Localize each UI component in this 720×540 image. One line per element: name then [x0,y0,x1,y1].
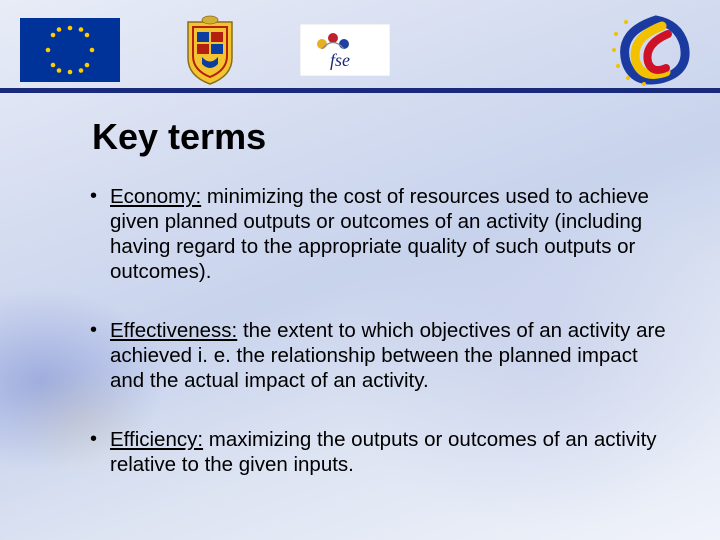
romania-coat-of-arms-logo [180,14,240,86]
bullet-marker: • [88,427,110,477]
fse-logo: fse [300,24,390,76]
header-divider [0,88,720,93]
bullet-marker: • [88,318,110,393]
eu-flag-logo [20,18,120,82]
swirl-logo [606,12,706,88]
bullet-list: • Economy: minimizing the cost of resour… [88,184,670,477]
bullet-marker: • [88,184,110,284]
header-logo-row: fse [0,0,720,94]
bullet-item: • Efficiency: maximizing the outputs or … [88,427,670,477]
bullet-item: • Economy: minimizing the cost of resour… [88,184,670,284]
term: Efficiency: [110,428,203,451]
bullet-text: Efficiency: maximizing the outputs or ou… [110,427,670,477]
term: Effectiveness: [110,319,237,342]
svg-text:fse: fse [330,50,350,70]
term: Economy: [110,185,201,208]
bullet-item: • Effectiveness: the extent to which obj… [88,318,670,393]
bullet-text: Economy: minimizing the cost of resource… [110,184,670,284]
slide-title: Key terms [92,116,720,158]
bullet-text: Effectiveness: the extent to which objec… [110,318,670,393]
